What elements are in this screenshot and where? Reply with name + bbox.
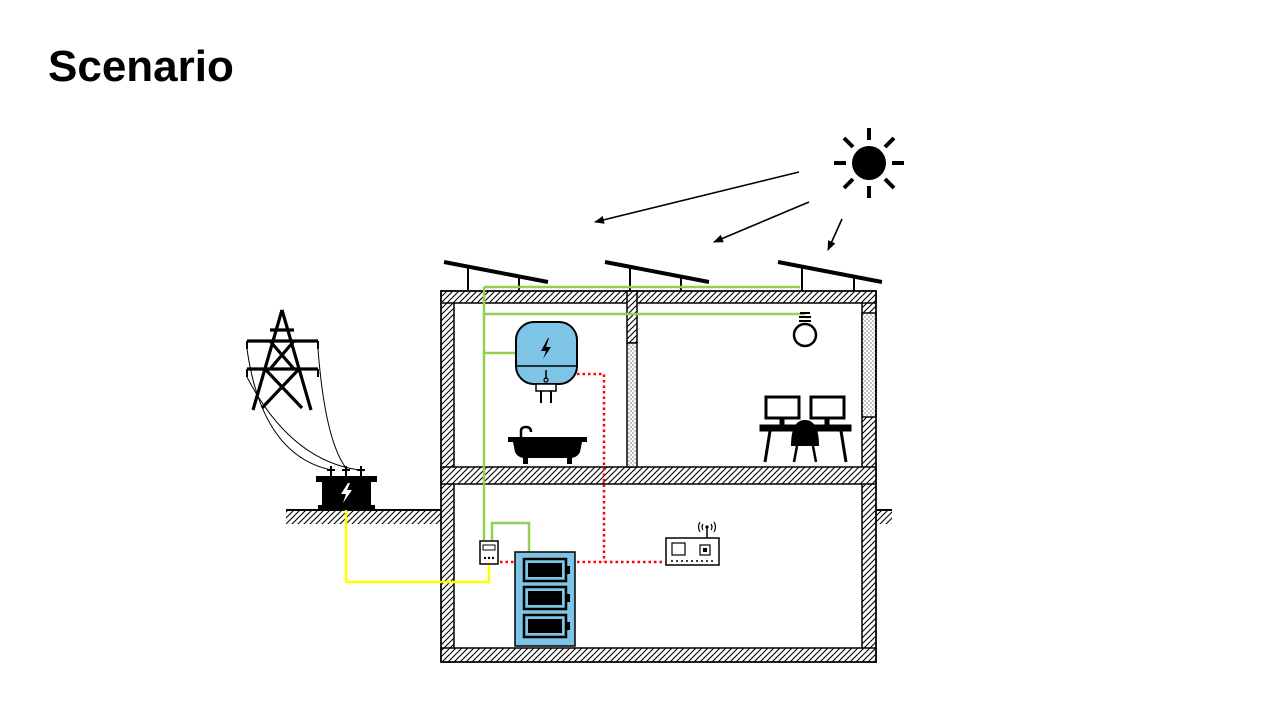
solar-panel-icon — [443, 260, 883, 292]
sun-icon — [834, 128, 904, 198]
bathtub-icon — [508, 425, 587, 464]
smart-meter-icon — [479, 540, 499, 565]
data-link-wiring — [500, 372, 664, 564]
pv-wiring — [482, 285, 805, 552]
transformer-icon — [316, 466, 377, 510]
house-walls — [440, 290, 877, 663]
battery-storage-icon — [514, 551, 576, 647]
ground-surface — [286, 509, 892, 524]
sunlight-arrows — [594, 171, 843, 251]
gateway-controller-icon — [665, 521, 720, 566]
transmission-wires — [246, 348, 360, 471]
water-heater-icon — [515, 321, 578, 403]
power-tower-icon — [246, 309, 319, 411]
slide-title: Scenario — [48, 42, 234, 91]
desk-workstation-icon — [759, 395, 852, 463]
light-bulb-icon — [792, 312, 818, 348]
grid-wiring — [344, 510, 491, 584]
